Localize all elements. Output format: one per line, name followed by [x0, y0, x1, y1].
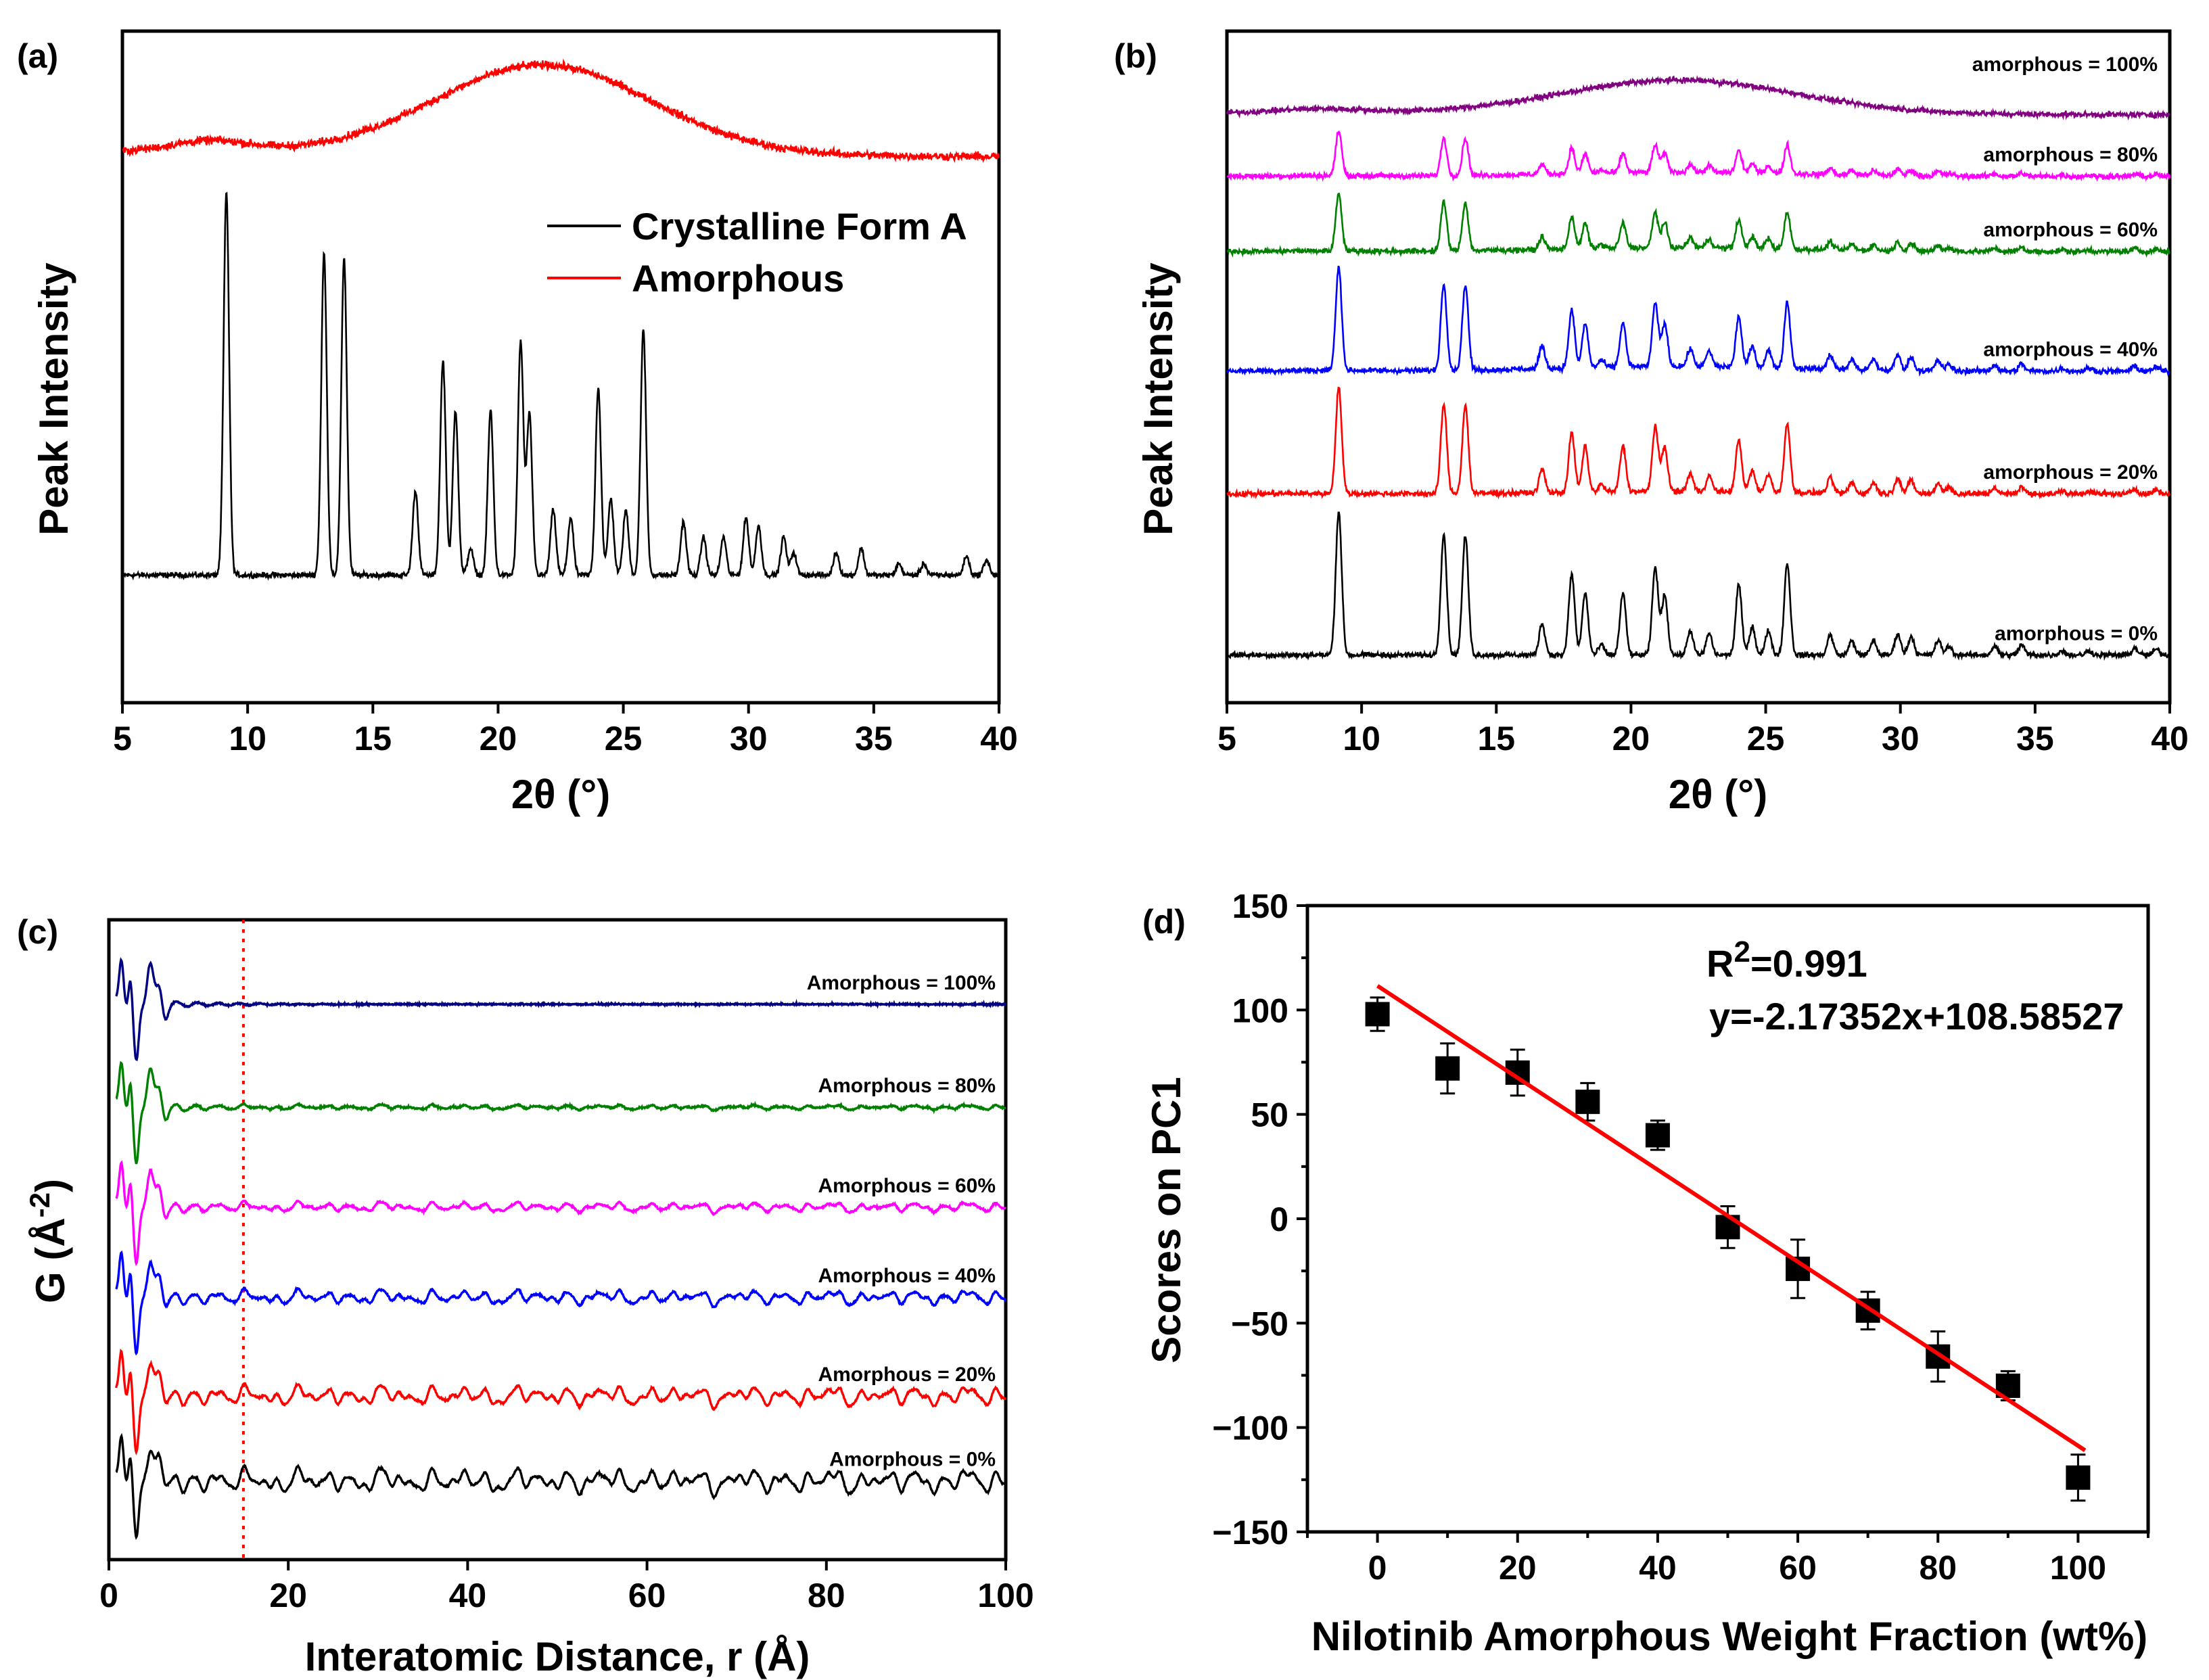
x-tick-label-d: 80	[1919, 1549, 1957, 1587]
x-tick-label-d: 60	[1779, 1549, 1817, 1587]
legend-label-amorphous: Amorphous	[632, 257, 844, 300]
series-line-amorphous	[122, 58, 1000, 164]
series-label-amorphous-20: Amorphous = 20%	[818, 1363, 996, 1386]
x-tick-label-a: 5	[113, 720, 132, 757]
x-tick-label-c: 60	[628, 1577, 666, 1614]
series-line-amorphous-60	[1226, 192, 2171, 258]
panel-label-a: (a)	[17, 37, 58, 75]
data-point	[1715, 1215, 1740, 1240]
y-tick-label-d: −100	[1212, 1409, 1288, 1447]
plot-frame-b	[1225, 29, 2172, 705]
ylabel-c-end: )	[28, 1179, 73, 1192]
y-tick-label-d: 50	[1251, 1096, 1288, 1134]
ylabel-c-main: G (Å	[28, 1217, 73, 1303]
series-line-amorphous-40	[1226, 265, 2171, 378]
series-label-amorphous-40: amorphous = 40%	[1983, 338, 2158, 360]
x-tick-label-a: 40	[980, 720, 1018, 757]
series-label-amorphous-0: Amorphous = 0%	[829, 1449, 996, 1471]
legend-label-crystalline: Crystalline Form A	[632, 205, 967, 248]
fit-line	[1376, 984, 2087, 1452]
panel-label-d: (d)	[1142, 903, 1186, 941]
data-point	[2066, 1465, 2091, 1490]
series-label-amorphous-60: Amorphous = 60%	[818, 1175, 996, 1197]
y-tick-label-d: 0	[1270, 1200, 1288, 1238]
x-tick-label-c: 80	[808, 1577, 845, 1614]
x-tick-label-b: 30	[1882, 720, 1920, 757]
y-tick-label-d: 150	[1232, 887, 1288, 925]
x-tick-label-c: 40	[449, 1577, 487, 1614]
plot-layer: 5 10 15 20 25 30 35 40 5 10 15 20 25 30 35 40amorphous …	[99, 29, 2189, 1614]
panel-label-c: (c)	[17, 913, 58, 951]
x-tick-label-c: 20	[269, 1577, 307, 1614]
y-tick-label-d: 100	[1232, 991, 1288, 1029]
x-tick-label-b: 40	[2151, 720, 2189, 757]
series-line-amorphous-20	[1226, 386, 2171, 500]
series-line-amorphous-20	[114, 1349, 1006, 1455]
r2-sup: 2	[1734, 935, 1750, 969]
x-tick-label-b: 15	[1477, 720, 1515, 757]
y-tick-label-d: −50	[1231, 1305, 1288, 1343]
x-tick-label-a: 35	[855, 720, 893, 757]
xlabel-d: Nilotinib Amorphous Weight Fraction (wt%…	[1311, 1614, 2148, 1659]
xlabel-a: 2θ (°)	[511, 772, 610, 817]
plot-frame-a	[120, 29, 1001, 705]
x-tick-label-a: 20	[480, 720, 517, 757]
x-tick-label-c: 100	[977, 1577, 1033, 1614]
ylabel-b: Peak Intensity	[1136, 262, 1181, 536]
x-tick-label-a: 10	[229, 720, 266, 757]
panel-label-b: (b)	[1114, 37, 1157, 75]
x-tick-label-a: 30	[730, 720, 768, 757]
x-tick-label-b: 20	[1612, 720, 1650, 757]
series-label-amorphous-80: amorphous = 80%	[1983, 143, 2158, 166]
series-line-amorphous-100	[1226, 75, 2171, 121]
series-line-amorphous-80	[115, 1060, 1006, 1165]
series-label-amorphous-20: amorphous = 20%	[1983, 461, 2158, 484]
series-line-amorphous-40	[115, 1250, 1006, 1356]
series-line-amorphous-0	[115, 1432, 1007, 1541]
series-label-amorphous-100: amorphous = 100%	[1972, 53, 2158, 76]
x-tick-label-c: 0	[99, 1577, 118, 1614]
series-line-amorphous-80	[1226, 131, 2171, 183]
series-line-amorphous-0	[1226, 511, 2171, 661]
x-tick-label-d: 0	[1368, 1549, 1387, 1587]
x-tick-label-b: 5	[1217, 720, 1236, 757]
x-tick-label-b: 25	[1747, 720, 1785, 757]
x-tick-label-a: 15	[354, 720, 392, 757]
x-tick-label-b: 35	[2016, 720, 2054, 757]
series-label-amorphous-80: Amorphous = 80%	[818, 1075, 996, 1097]
ylabel-c: G (Å-2)	[24, 1179, 73, 1303]
r2-value: =0.991	[1750, 942, 1867, 985]
data-point	[1575, 1090, 1600, 1115]
x-tick-label-d: 20	[1499, 1549, 1537, 1587]
ylabel-d: Scores on PC1	[1144, 1077, 1189, 1363]
data-point	[1645, 1123, 1670, 1148]
series-line-crystalline	[121, 191, 1000, 582]
r2-main: R	[1706, 942, 1734, 985]
ylabel-c-sup: -2	[24, 1192, 55, 1217]
x-tick-label-a: 25	[605, 720, 643, 757]
series-label-amorphous-100: Amorphous = 100%	[807, 972, 996, 994]
series-label-amorphous-60: amorphous = 60%	[1983, 219, 2158, 241]
plot-frame-c	[107, 918, 1008, 1562]
data-point	[1365, 1002, 1390, 1027]
data-point	[1435, 1056, 1460, 1081]
r2-annotation: R2=0.991	[1706, 935, 1867, 985]
fit-equation: y=-2.17352x+108.58527	[1709, 995, 2124, 1037]
x-tick-label-d: 100	[2050, 1549, 2106, 1587]
y-tick-label-d: −150	[1212, 1514, 1288, 1551]
x-tick-label-b: 10	[1343, 720, 1380, 757]
series-line-amorphous-60	[115, 1160, 1007, 1267]
series-line-amorphous-100	[115, 957, 1007, 1061]
series-label-amorphous-0: amorphous = 0%	[1995, 622, 2158, 645]
series-label-amorphous-40: Amorphous = 40%	[818, 1265, 996, 1287]
xlabel-c: Interatomic Distance, r (Å)	[305, 1634, 810, 1679]
xlabel-b: 2θ (°)	[1669, 772, 1767, 817]
ylabel-a: Peak Intensity	[31, 262, 76, 536]
x-tick-label-d: 40	[1639, 1549, 1677, 1587]
